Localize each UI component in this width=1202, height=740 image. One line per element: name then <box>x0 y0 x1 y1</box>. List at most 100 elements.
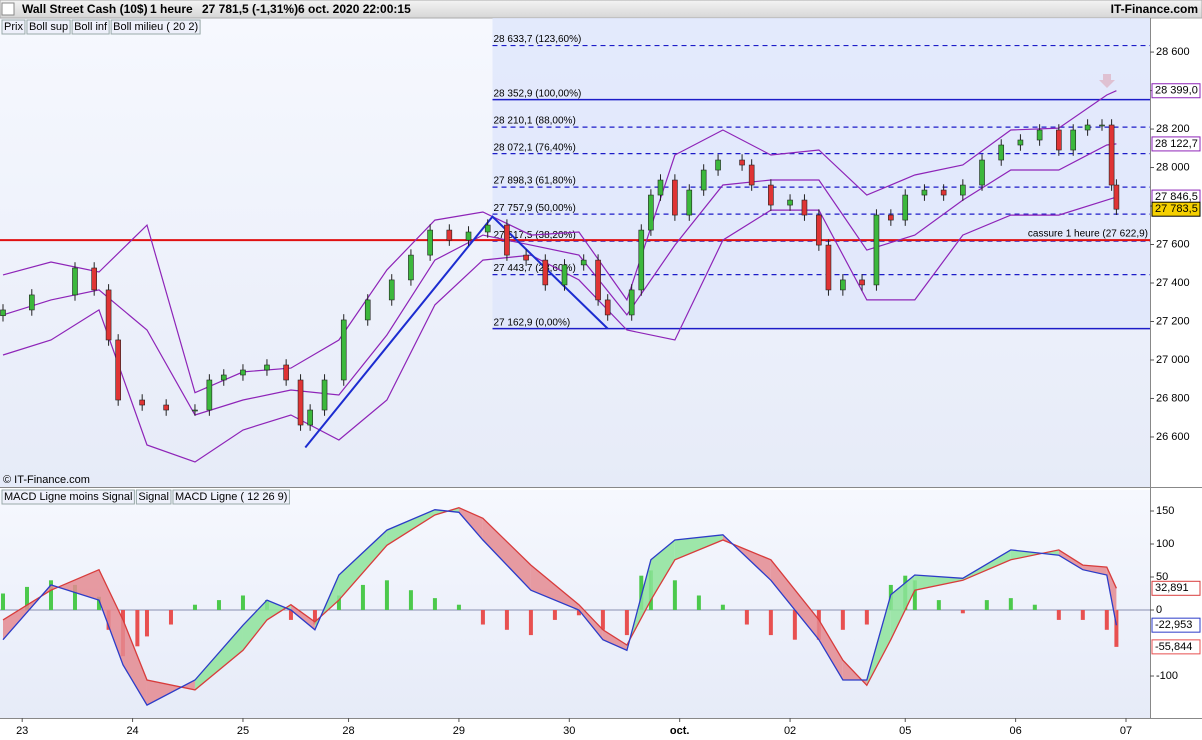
fib-label: 27 757,9 (50,00%) <box>494 203 576 214</box>
y-tick-label: 28 200 <box>1156 123 1190 135</box>
fib-label: 28 352,9 (100,00%) <box>494 88 582 99</box>
candle-body <box>840 279 846 291</box>
candle-body <box>105 289 112 341</box>
candle-body <box>715 159 721 171</box>
candle-body <box>1084 124 1091 131</box>
timestamp: 6 oct. 2020 22:00:15 <box>298 2 411 16</box>
histogram-bar <box>552 610 557 620</box>
y-tick-label: 0 <box>1156 604 1162 616</box>
y-tick-label: -100 <box>1156 670 1178 682</box>
x-tick-label: 25 <box>237 725 249 737</box>
candle-body <box>163 404 169 411</box>
x-tick-label: 24 <box>126 725 138 737</box>
x-tick-label: 23 <box>16 725 28 737</box>
histogram-bar <box>576 610 581 616</box>
candle-body <box>595 259 601 301</box>
candle-body <box>542 259 549 286</box>
last-value-box <box>1151 136 1201 152</box>
candle-body <box>388 279 395 301</box>
macd-line <box>2 509 1118 706</box>
histogram-bar <box>48 580 53 611</box>
x-tick-label: 02 <box>784 725 796 737</box>
legend-entry: MACD Ligne ( 12 26 9) <box>175 491 288 503</box>
fib-label: 28 210,1 (88,00%) <box>494 116 576 127</box>
instrument: Wall Street Cash (10$) <box>22 2 148 16</box>
bollinger-band <box>2 90 1117 394</box>
candle-body <box>657 179 664 196</box>
candle-body <box>220 374 227 381</box>
menu-icon[interactable] <box>1 2 15 16</box>
histogram-bar <box>744 610 749 625</box>
x-tick-label: 30 <box>563 725 575 737</box>
legend-entry: Boll sup <box>29 21 68 33</box>
macd-signal-fill <box>818 619 843 680</box>
last-value-label: 27 846,5 <box>1155 191 1198 203</box>
fib-label: 28 072,1 (76,40%) <box>494 142 576 153</box>
legend-entry: Boll milieu ( 20 2) <box>113 21 198 33</box>
candle-body <box>873 214 880 286</box>
x-tick-label: 06 <box>1009 725 1021 737</box>
candle-body <box>1070 129 1077 151</box>
histogram-bar <box>504 610 509 630</box>
candle-body <box>321 379 328 411</box>
last-value-label: 32,891 <box>1155 582 1189 594</box>
histogram-bar <box>480 610 485 625</box>
macd-signal-fill <box>386 509 435 546</box>
y-tick-label: 50 <box>1156 571 1168 583</box>
last-value-box <box>1151 580 1201 596</box>
histogram-bar <box>864 610 869 625</box>
candle-body <box>264 364 270 371</box>
candle-body <box>523 254 529 261</box>
histogram-bar <box>1114 610 1119 647</box>
candle-body <box>700 169 707 191</box>
histogram-bar <box>336 595 341 611</box>
x-tick-label: 07 <box>1120 725 1132 737</box>
histogram-bar <box>936 600 941 611</box>
histogram-bar <box>0 593 5 611</box>
candle-body <box>672 179 678 216</box>
histogram-bar <box>72 584 77 611</box>
macd-signal-fill <box>266 600 291 620</box>
candle-body <box>28 294 35 311</box>
histogram-bar <box>792 610 797 640</box>
y-tick-label: 27 200 <box>1156 315 1190 327</box>
candle-body <box>960 184 966 196</box>
histogram-bar <box>312 610 317 625</box>
last-value-box <box>1151 617 1201 633</box>
histogram-bar <box>1032 604 1037 611</box>
histogram-bar <box>216 600 221 611</box>
histogram-bar <box>1056 610 1061 620</box>
candle-body <box>580 259 587 266</box>
legend-box <box>135 489 172 505</box>
macd-signal-fill <box>1082 565 1107 576</box>
candle-body <box>91 267 97 291</box>
candle-body <box>408 254 414 281</box>
candle-body <box>1099 124 1105 127</box>
histogram-bar <box>144 610 149 637</box>
histogram-bar <box>384 580 389 611</box>
histogram-bar <box>96 596 101 611</box>
fib-label: 27 443,7 (23,60%) <box>494 263 576 274</box>
candle-body <box>686 189 693 216</box>
histogram-bar <box>600 610 605 630</box>
timeframe: 1 heure <box>150 2 193 16</box>
histogram-bar <box>960 610 965 614</box>
macd-signal-fill <box>674 534 723 560</box>
candle-body <box>297 379 304 426</box>
candle-body <box>427 229 433 256</box>
candle-body <box>1113 184 1120 210</box>
site-name: IT-Finance.com <box>1111 2 1198 16</box>
last-value-label: 28 122,7 <box>1155 138 1198 150</box>
macd-signal-fill <box>530 565 579 611</box>
candle-body <box>1017 139 1024 146</box>
histogram-bar <box>192 604 197 611</box>
macd-signal-fill <box>482 518 531 591</box>
candle-body <box>0 309 6 317</box>
fib-label: 27 162,9 (0,00%) <box>494 317 571 328</box>
macd-signal-fill <box>578 604 603 640</box>
macd-signal-fill <box>338 530 387 601</box>
legend-entry: MACD Ligne moins Signal <box>4 491 132 503</box>
histogram-bar <box>720 604 725 611</box>
macd-signal-fill <box>890 575 915 640</box>
